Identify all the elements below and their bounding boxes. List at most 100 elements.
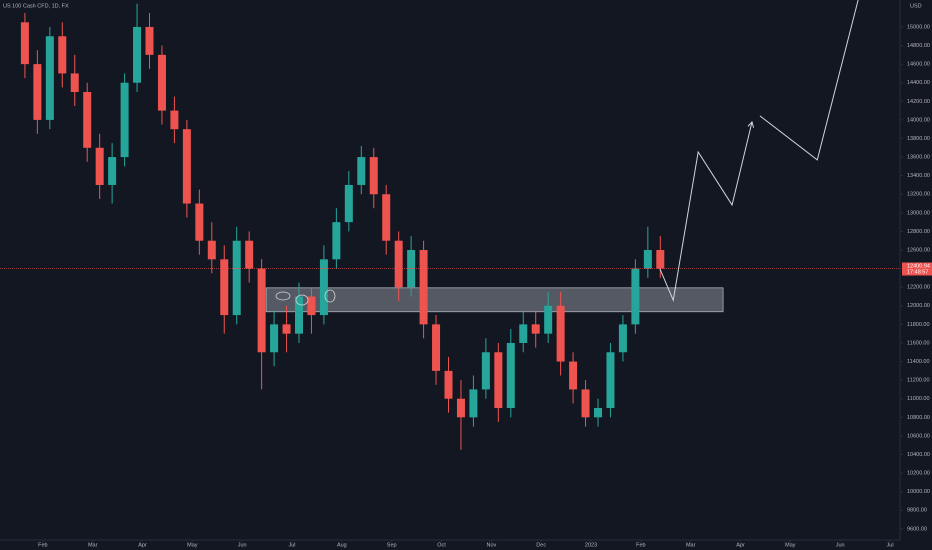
candle-body	[20, 22, 29, 65]
x-tick-label: Jul	[887, 542, 894, 548]
x-tick-label: Jul	[289, 542, 296, 548]
candle-body	[270, 324, 279, 353]
y-tick-label: 10800.00	[907, 415, 930, 421]
candle-body	[444, 370, 453, 399]
candle-body	[631, 268, 640, 325]
highlight-circle	[275, 291, 291, 301]
x-tick-label: Dec	[536, 542, 546, 548]
price-tag	[902, 262, 932, 276]
candle-body	[382, 194, 391, 241]
x-tick-label: Apr	[736, 542, 745, 548]
y-tick-label: 9800.00	[907, 508, 927, 514]
chart-title: US 100 Cash CFD, 1D, FX	[3, 3, 69, 9]
candle-body	[220, 259, 229, 316]
y-tick-label: 12800.00	[907, 229, 930, 235]
candle-body	[83, 92, 92, 148]
candle-body	[469, 389, 478, 418]
candle-body	[195, 203, 204, 241]
candle-body	[170, 110, 179, 130]
candle-body	[357, 157, 366, 185]
x-tick-label: Feb	[38, 542, 47, 548]
y-tick-label: 10600.00	[907, 433, 930, 439]
y-tick-label: 14000.00	[907, 117, 930, 123]
x-tick-label: May	[187, 542, 198, 548]
currency-label: USD	[910, 3, 922, 9]
candle-body	[307, 296, 316, 316]
y-tick-label: 12200.00	[907, 285, 930, 291]
x-tick-label: Mar	[88, 542, 98, 548]
y-tick-label: 10000.00	[907, 489, 930, 495]
y-tick-label: 14200.00	[907, 99, 930, 105]
y-tick-label: 12000.00	[907, 303, 930, 309]
candle-body	[643, 250, 652, 269]
y-tick-label: 13200.00	[907, 192, 930, 198]
x-tick-label: Oct	[437, 542, 446, 548]
candle-body	[344, 184, 353, 223]
projection-line	[759, 0, 859, 161]
projection-line	[659, 121, 753, 302]
y-tick-label: 12600.00	[907, 247, 930, 253]
candle-body	[618, 324, 627, 353]
y-tick-label: 9600.00	[907, 526, 927, 532]
candle-body	[232, 240, 241, 316]
candle-body	[369, 157, 378, 195]
candle-body	[257, 268, 266, 353]
x-tick-label: Aug	[337, 542, 347, 548]
candle-body	[519, 324, 528, 343]
candle-body	[58, 36, 67, 74]
candle-body	[531, 324, 540, 334]
candle-body	[656, 250, 665, 269]
y-tick-label: 10200.00	[907, 471, 930, 477]
x-tick-label: Mar	[686, 542, 696, 548]
candle-body	[494, 352, 503, 409]
highlight-circle	[324, 289, 336, 303]
x-tick-label: Sep	[387, 542, 397, 548]
candle-body	[544, 305, 553, 334]
y-tick-label: 10400.00	[907, 452, 930, 458]
candle-body	[581, 389, 590, 418]
candle-body	[419, 250, 428, 325]
candle-body	[70, 73, 79, 93]
candle-body	[95, 147, 104, 185]
y-tick-label: 14600.00	[907, 62, 930, 68]
candle-body	[282, 324, 291, 334]
candle-body	[456, 398, 465, 418]
y-tick-label: 13800.00	[907, 136, 930, 142]
x-tick-label: May	[785, 542, 796, 548]
candle-body	[133, 26, 142, 83]
y-tick-label: 13600.00	[907, 155, 930, 161]
x-tick-label: Jun	[238, 542, 247, 548]
candle-body	[506, 342, 515, 409]
y-tick-label: 11800.00	[907, 322, 930, 328]
candle-body	[207, 240, 216, 260]
candle-body	[569, 361, 578, 390]
candle-body	[145, 26, 154, 55]
x-tick-label: 2023	[585, 542, 597, 548]
y-tick-label: 11200.00	[907, 378, 930, 384]
y-tick-label: 11600.00	[907, 340, 930, 346]
y-tick-label: 14800.00	[907, 43, 930, 49]
x-tick-label: Apr	[138, 542, 147, 548]
candle-body	[481, 352, 490, 390]
price-tag-countdown: 17:48:57	[907, 269, 928, 275]
candle-body	[319, 259, 328, 316]
candle-body	[245, 240, 254, 269]
candle-body	[556, 305, 565, 362]
y-tick-label: 11000.00	[907, 396, 930, 402]
y-tick-label: 11400.00	[907, 359, 930, 365]
candle-body	[182, 129, 191, 204]
price-tag-value: 12400.94	[907, 263, 930, 269]
candle-body	[606, 352, 615, 409]
y-tick-label: 13400.00	[907, 173, 930, 179]
candle-body	[394, 240, 403, 288]
candle-body	[594, 408, 603, 418]
candle-body	[432, 324, 441, 371]
y-tick-label: 14400.00	[907, 80, 930, 86]
x-tick-label: Nov	[486, 542, 496, 548]
candle-body	[332, 222, 341, 260]
support-zone	[265, 287, 724, 313]
projection-arrowhead	[747, 120, 755, 128]
